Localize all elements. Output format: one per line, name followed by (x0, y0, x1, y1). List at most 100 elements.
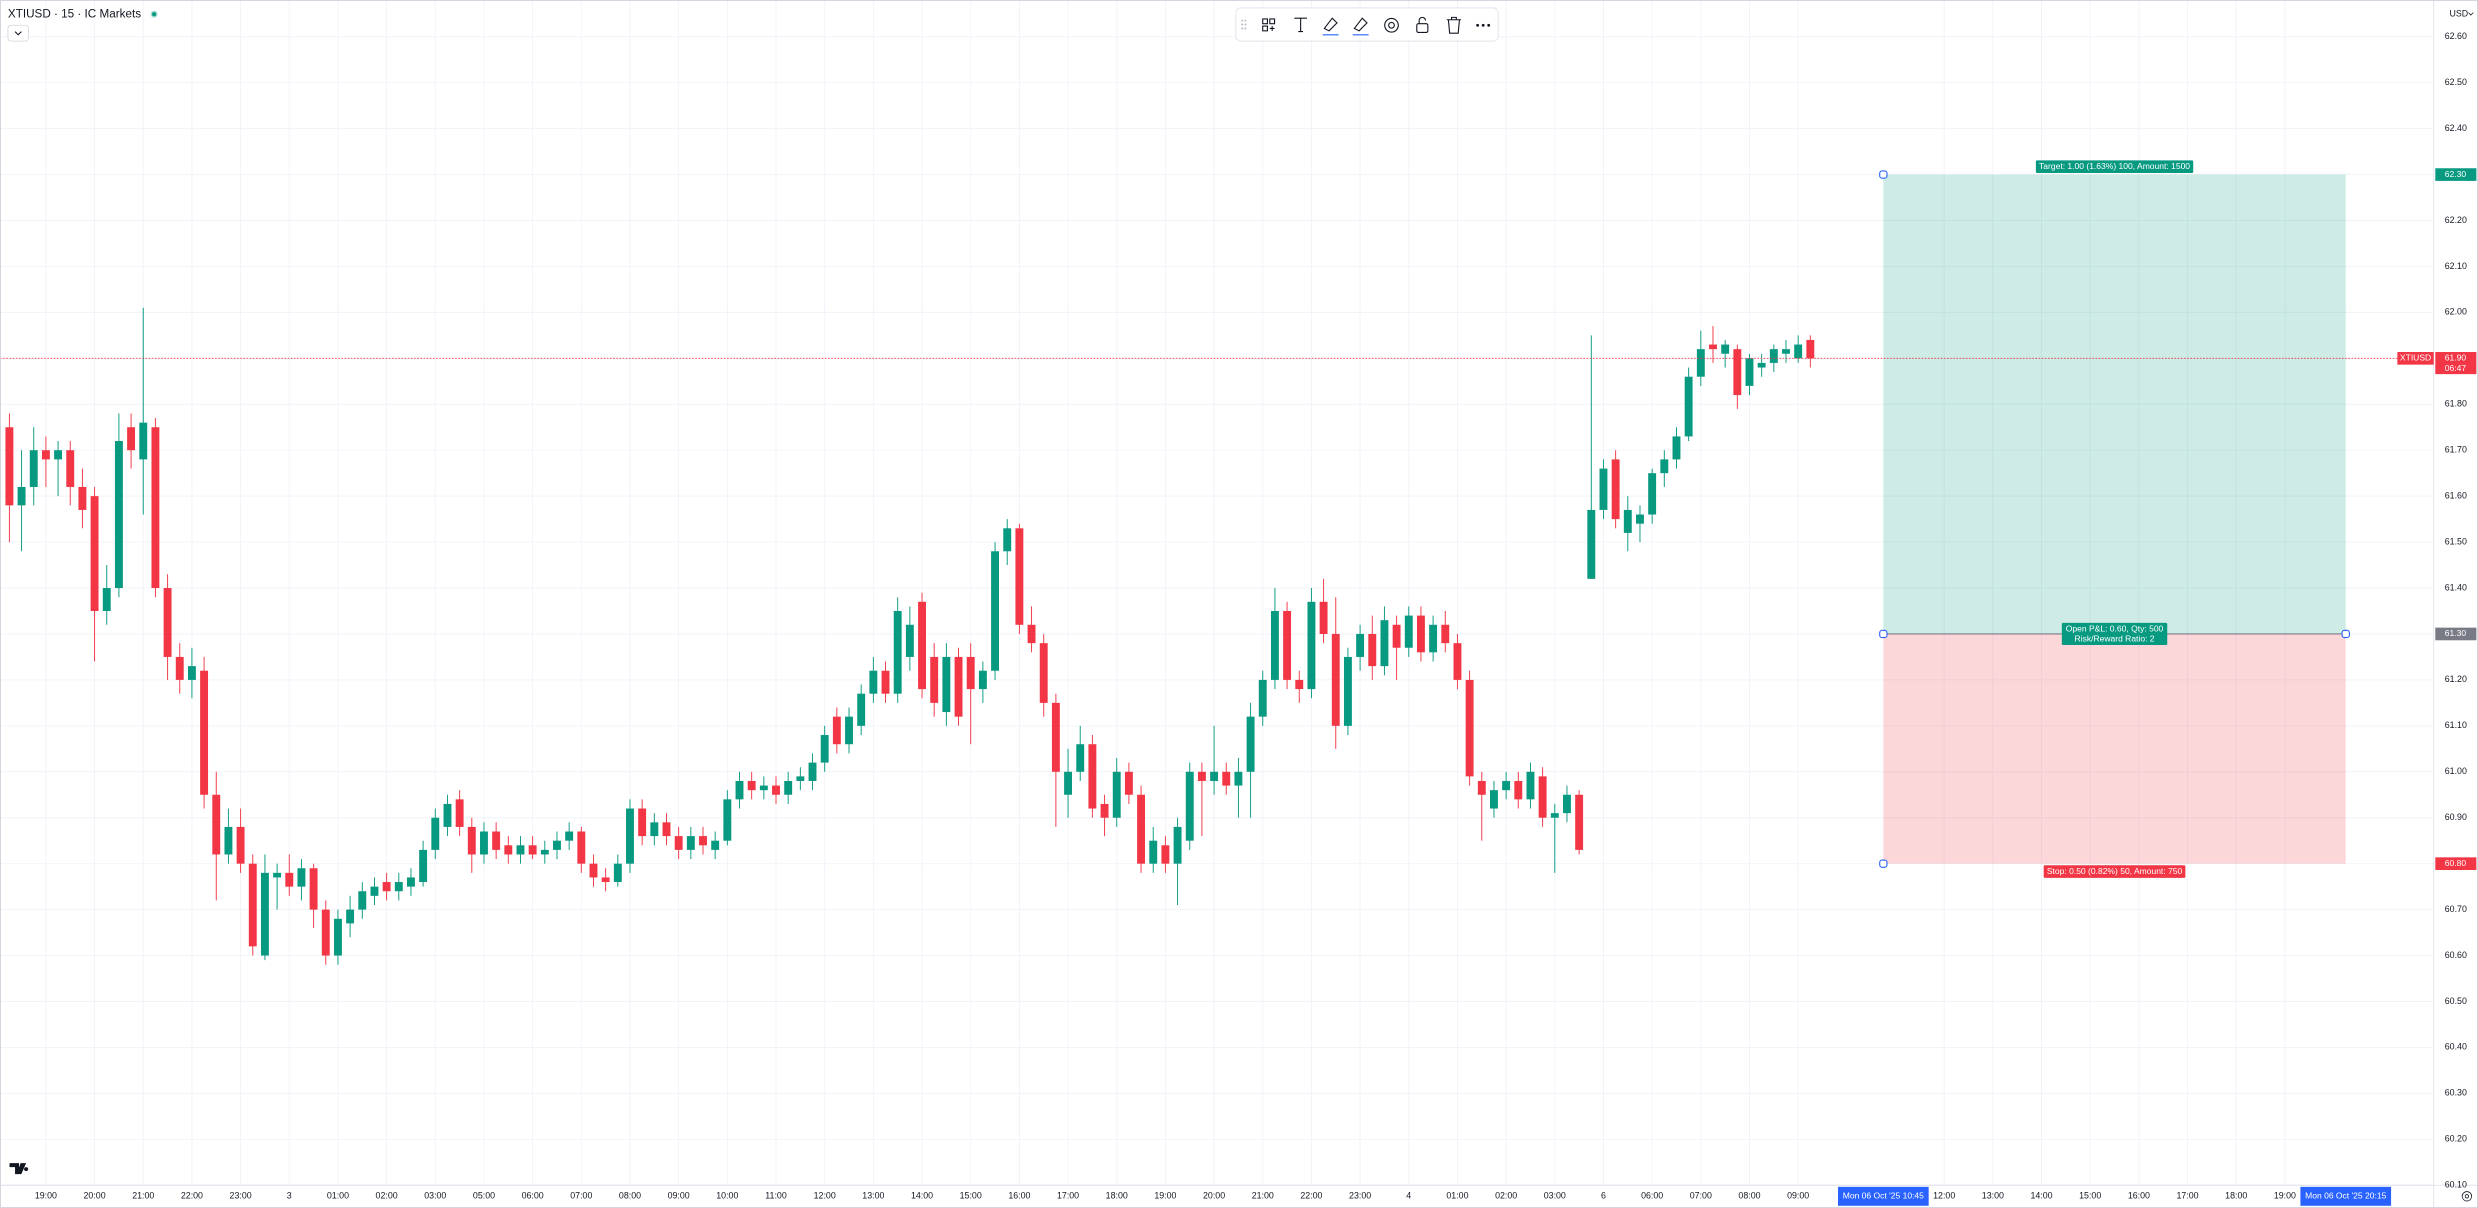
candle-body (187, 666, 196, 680)
candle-body (114, 441, 123, 589)
current-price-tag: 61.90 (2445, 353, 2467, 363)
candle-body (1404, 615, 1413, 648)
candle-body (1684, 376, 1693, 437)
candle-body (747, 780, 756, 791)
y-tick-label: 62.00 (2445, 307, 2467, 317)
current-price-tag-bg (2435, 352, 2477, 375)
line-color-button[interactable] (1322, 17, 1339, 36)
candle-body (1502, 780, 1511, 791)
loss-zone[interactable] (1883, 633, 2346, 864)
y-tick-label: 61.10 (2445, 720, 2467, 730)
lock-button[interactable] (1416, 16, 1429, 33)
logo[interactable] (9, 1163, 29, 1175)
candle-body (565, 831, 574, 841)
candle-body (333, 918, 342, 956)
drag-handle[interactable] (1879, 170, 1888, 179)
currency-chevron (2468, 12, 2474, 16)
grid (0, 0, 2434, 1186)
axis-settings[interactable] (2461, 1191, 2473, 1202)
candle-body (1526, 771, 1535, 800)
candle-body (1270, 610, 1279, 680)
candle-body (1246, 716, 1255, 772)
drag-handle[interactable] (1241, 19, 1247, 30)
position-tool[interactable] (1879, 170, 2350, 868)
x-tick-label: 01:00 (1446, 1191, 1468, 1201)
countdown: 06:47 (2445, 363, 2467, 373)
x-tick-label: 22:00 (1300, 1191, 1322, 1201)
candle-body (540, 849, 549, 855)
candle-body (674, 836, 683, 850)
candle-body (930, 656, 939, 703)
delete-button[interactable] (1446, 16, 1462, 34)
x-tick-label: 08:00 (619, 1191, 641, 1201)
time-range-tag-bg (2300, 1186, 2392, 1206)
x-tick-label: 23:00 (230, 1191, 252, 1201)
candle-body (102, 588, 111, 611)
candle-body (175, 656, 184, 680)
candle-body (1124, 771, 1133, 795)
candle-body (382, 882, 391, 892)
x-tick-label: 22:00 (181, 1191, 203, 1201)
currency-label[interactable]: USD (2450, 9, 2469, 19)
candle-body (443, 803, 452, 827)
fill-color-button[interactable] (1352, 17, 1369, 36)
x-tick-label: 19:00 (2274, 1191, 2296, 1201)
drag-handle[interactable] (1879, 859, 1888, 868)
more-button[interactable] (1476, 23, 1491, 27)
candle-body (1599, 468, 1608, 510)
x-tick-label: 21:00 (1252, 1191, 1274, 1201)
y-tick-label: 61.50 (2445, 536, 2467, 546)
candle-body (1343, 656, 1352, 726)
x-tick-label: 09:00 (1787, 1191, 1809, 1201)
candle-body (1088, 744, 1097, 809)
candle-body (577, 831, 586, 864)
target-label-text: Target: 1.00 (1.63%) 100, Amount: 1500 (2039, 161, 2190, 171)
x-tick-label: 12:00 (1933, 1191, 1955, 1201)
candle-body (1672, 436, 1681, 460)
candle-body (431, 817, 440, 850)
text-button[interactable] (1294, 17, 1307, 33)
candle-body (1234, 771, 1243, 786)
candle-body (1721, 344, 1730, 354)
candle-body (1173, 826, 1182, 864)
drag-handle[interactable] (2341, 629, 2350, 639)
candle-body (1575, 794, 1584, 850)
candle-body (419, 849, 428, 883)
candle-body (127, 427, 136, 451)
time-range-tag-text: Mon 06 Oct '25 10:45 (1843, 1191, 1924, 1201)
candle-body (1100, 803, 1109, 818)
candle-body (1648, 473, 1657, 515)
candle-body (638, 808, 647, 837)
candle-body (1027, 624, 1036, 644)
x-tick-label: 14:00 (2030, 1191, 2052, 1201)
y-tick-label: 61.80 (2445, 399, 2467, 409)
candle-body (370, 886, 379, 896)
candle-body (966, 656, 975, 690)
candle-body (954, 656, 963, 717)
candle-body (1441, 624, 1450, 644)
profit-zone[interactable] (1883, 174, 2346, 634)
x-tick-label: 09:00 (668, 1191, 690, 1201)
y-tick-label: 60.20 (2445, 1134, 2467, 1144)
candle-body (650, 822, 659, 837)
x-tick-label: 18:00 (2225, 1191, 2247, 1201)
candle-body (1076, 744, 1085, 772)
x-tick-label: 03:00 (424, 1191, 446, 1201)
x-tick-label: 13:00 (862, 1191, 884, 1201)
x-tick-label: 14:00 (911, 1191, 933, 1201)
drag-handle[interactable] (1879, 629, 1888, 639)
candle-body (626, 808, 634, 864)
collapse-button[interactable] (7, 24, 29, 42)
time-range-tag-bg (1838, 1186, 1929, 1206)
x-tick-label: 08:00 (1738, 1191, 1760, 1201)
candle-body (1806, 339, 1815, 359)
candle-body (1490, 790, 1498, 809)
target-label-bg (2035, 160, 2194, 173)
y-tick-label: 61.70 (2445, 445, 2467, 455)
settings-button[interactable] (1384, 17, 1399, 33)
x-tick-label: 13:00 (1982, 1191, 2004, 1201)
drawing-toolbar (1235, 7, 1499, 42)
templates-button[interactable] (1262, 18, 1276, 32)
